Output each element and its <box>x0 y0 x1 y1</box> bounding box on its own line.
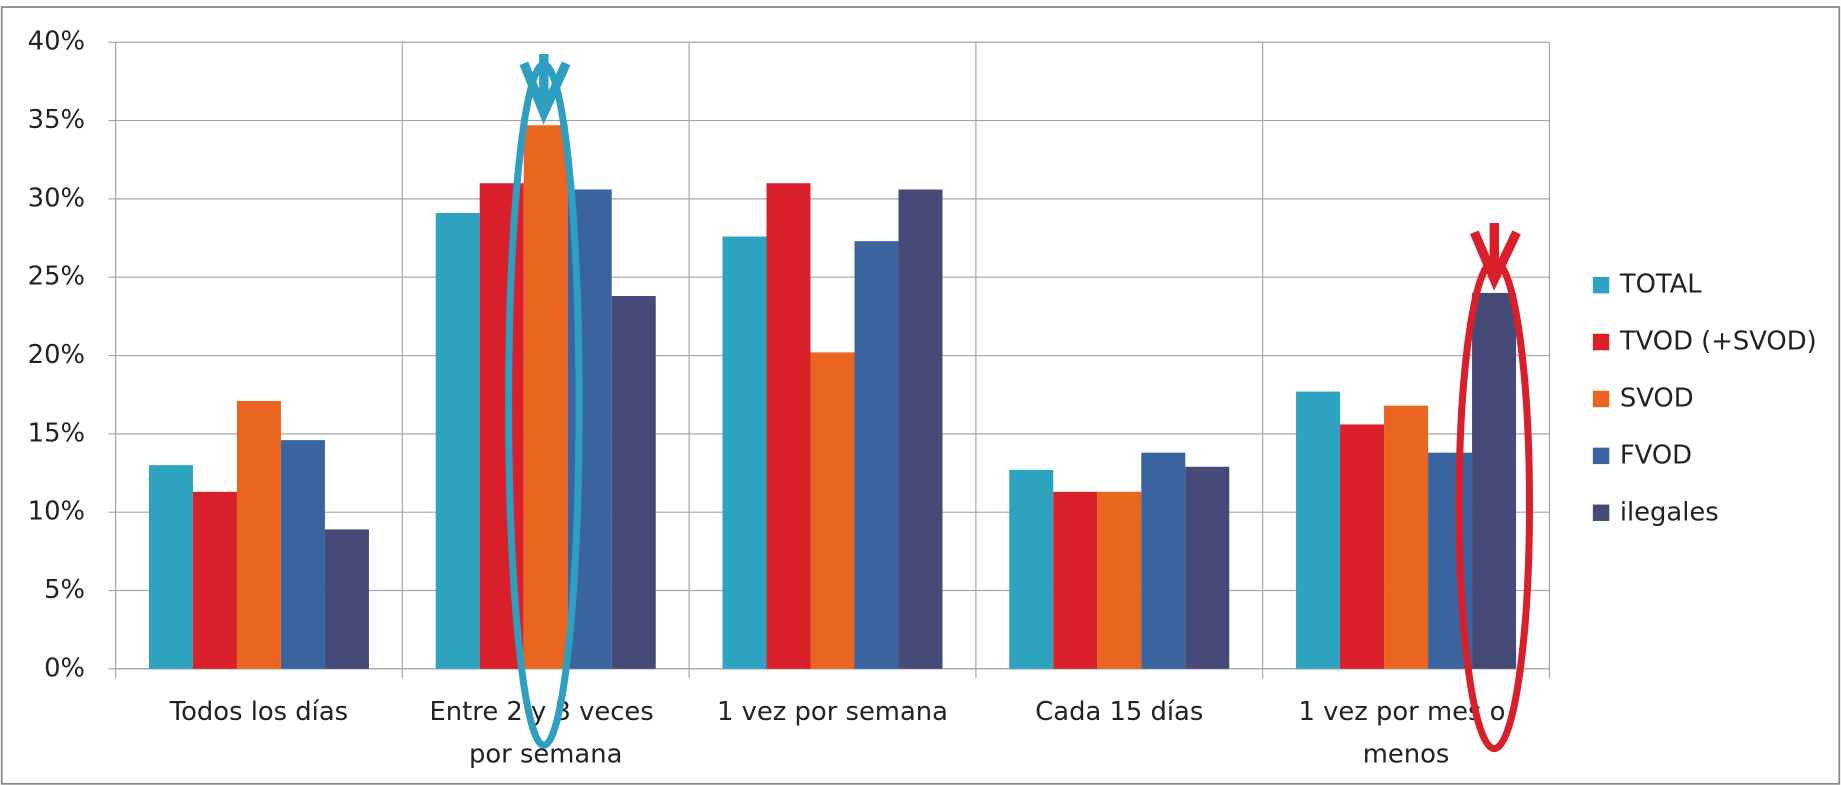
bar <box>611 296 656 669</box>
bar <box>435 212 480 669</box>
legend-label: TOTAL <box>1619 270 1702 300</box>
y-tick-label: 10% <box>28 497 85 527</box>
highlight-arrow <box>1470 222 1521 291</box>
bar <box>236 400 281 669</box>
bar <box>722 236 767 669</box>
bar <box>192 491 237 669</box>
bar <box>324 529 369 669</box>
highlight-arrow <box>519 53 571 125</box>
bar <box>1384 405 1429 669</box>
y-tick-label: 40% <box>28 27 85 57</box>
legend-swatch <box>1592 447 1610 465</box>
legend-swatch <box>1592 276 1610 294</box>
annotations <box>505 53 1534 753</box>
x-tick-label: Entre 2 y 3 veces por semana <box>430 697 662 769</box>
bar <box>1009 469 1054 669</box>
bar <box>898 189 943 669</box>
x-tick-label: Todos los días <box>169 697 348 727</box>
bar <box>854 241 899 669</box>
legend-label: TVOD (+SVOD) <box>1619 327 1817 357</box>
bar <box>1296 391 1341 669</box>
bar <box>1340 424 1385 669</box>
legend: TOTAL TVOD (+SVOD) SVOD FVOD ilegales <box>1592 270 1817 527</box>
legend-label: ilegales <box>1620 497 1719 527</box>
legend-label: FVOD <box>1620 440 1692 470</box>
bar <box>523 125 568 669</box>
legend-swatch <box>1592 333 1610 351</box>
bar <box>148 465 193 669</box>
bar <box>1097 491 1142 669</box>
bar <box>1472 292 1517 669</box>
bar <box>1053 491 1098 669</box>
bar <box>766 183 811 669</box>
plot-area: 0% 5% 10% 15% 20% 25% 30% 35% 40% Todos los días E… <box>28 27 1551 769</box>
bar <box>280 440 325 669</box>
bar <box>1141 452 1186 669</box>
bar <box>810 352 855 669</box>
y-tick-label: 30% <box>28 183 85 213</box>
bar <box>1185 466 1230 669</box>
y-tick-label: 0% <box>44 653 85 683</box>
y-tick-label: 5% <box>44 575 85 605</box>
legend-swatch <box>1592 390 1610 408</box>
x-tick-label: 1 vez por semana <box>717 697 948 727</box>
y-tick-label: 25% <box>28 262 85 292</box>
legend-label: SVOD <box>1620 383 1694 413</box>
y-tick-label: 15% <box>28 418 85 448</box>
y-tick-label: 35% <box>28 105 85 135</box>
legend-swatch <box>1592 504 1610 521</box>
y-tick-label: 20% <box>28 340 85 370</box>
x-tick-label: Cada 15 días <box>1035 697 1203 727</box>
